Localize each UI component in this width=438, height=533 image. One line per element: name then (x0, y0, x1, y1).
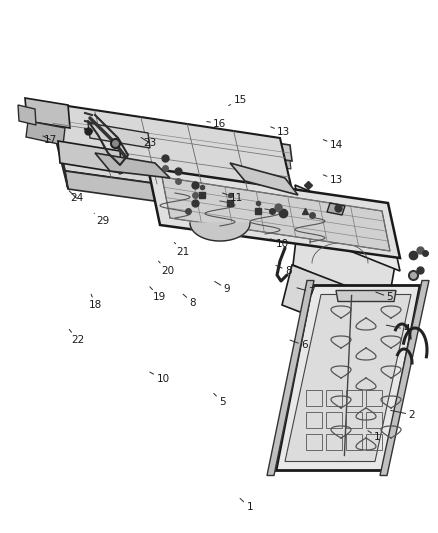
Text: 10: 10 (271, 239, 289, 249)
Text: 14: 14 (323, 140, 343, 150)
Text: 16: 16 (207, 119, 226, 128)
Text: 2: 2 (391, 410, 415, 419)
Polygon shape (148, 168, 400, 258)
Polygon shape (48, 103, 68, 189)
Polygon shape (336, 290, 396, 302)
Polygon shape (48, 103, 295, 203)
Text: 1: 1 (368, 431, 381, 442)
Text: 15: 15 (229, 95, 247, 106)
Text: 20: 20 (159, 261, 174, 276)
Text: 5: 5 (214, 393, 226, 407)
Polygon shape (25, 98, 70, 128)
Text: 21: 21 (174, 243, 190, 256)
Text: 4: 4 (386, 325, 410, 334)
Text: 13: 13 (323, 175, 343, 185)
Text: 8: 8 (183, 294, 196, 308)
Polygon shape (32, 125, 291, 169)
Text: 7: 7 (297, 287, 315, 297)
Text: 24: 24 (69, 191, 83, 203)
Text: 18: 18 (89, 294, 102, 310)
Text: 19: 19 (150, 287, 166, 302)
Text: 9: 9 (215, 281, 230, 294)
Polygon shape (267, 280, 314, 475)
Text: 13: 13 (271, 127, 290, 137)
Polygon shape (88, 123, 150, 148)
Polygon shape (65, 171, 298, 221)
Polygon shape (285, 295, 411, 462)
Polygon shape (18, 105, 36, 125)
Polygon shape (230, 163, 298, 195)
Text: 5: 5 (376, 292, 393, 302)
Text: 6: 6 (290, 340, 308, 350)
Polygon shape (95, 153, 170, 178)
Text: 11: 11 (223, 193, 243, 203)
Text: 10: 10 (150, 372, 170, 384)
Text: 22: 22 (69, 329, 85, 345)
Text: 23: 23 (141, 138, 156, 148)
Text: 8: 8 (276, 265, 292, 276)
Polygon shape (195, 185, 275, 235)
Polygon shape (380, 280, 429, 475)
Text: 1: 1 (240, 498, 253, 512)
Polygon shape (282, 265, 396, 345)
Polygon shape (190, 223, 250, 241)
Polygon shape (276, 286, 420, 471)
Polygon shape (295, 185, 400, 271)
Text: 29: 29 (94, 213, 110, 226)
Polygon shape (327, 203, 345, 215)
Polygon shape (293, 223, 395, 305)
Polygon shape (26, 121, 65, 145)
Text: 17: 17 (43, 135, 57, 144)
Polygon shape (58, 141, 122, 173)
Polygon shape (32, 108, 292, 161)
Polygon shape (162, 177, 390, 251)
